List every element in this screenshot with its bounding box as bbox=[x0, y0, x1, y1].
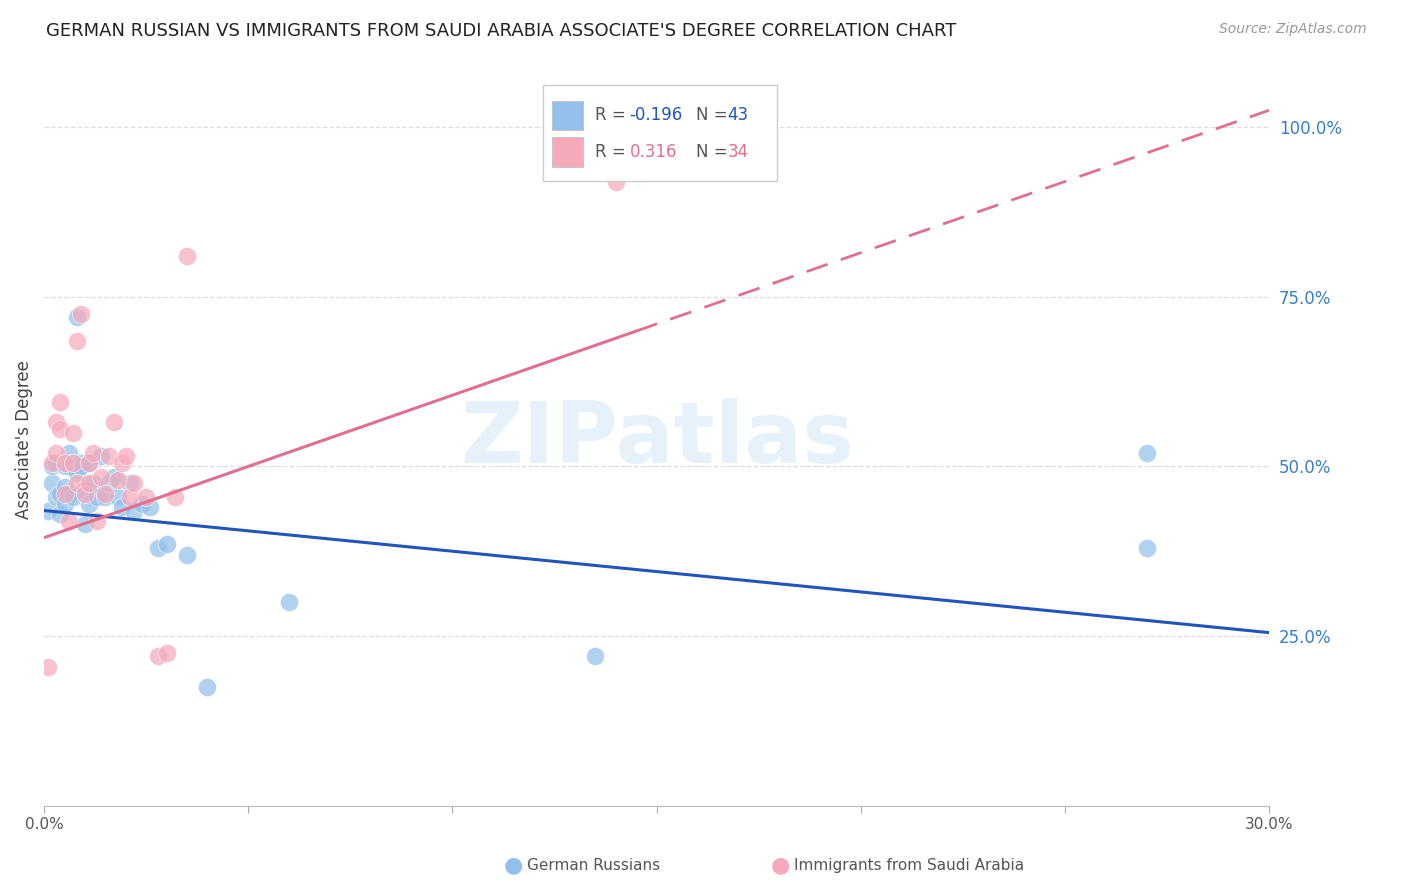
Point bbox=[58, 446, 80, 460]
Point bbox=[122, 503, 145, 517]
Text: N =: N = bbox=[696, 106, 733, 125]
Text: GERMAN RUSSIAN VS IMMIGRANTS FROM SAUDI ARABIA ASSOCIATE'S DEGREE CORRELATION CH: GERMAN RUSSIAN VS IMMIGRANTS FROM SAUDI … bbox=[46, 22, 956, 40]
Point bbox=[148, 541, 170, 555]
Text: N =: N = bbox=[696, 143, 733, 161]
Point bbox=[118, 476, 141, 491]
Point bbox=[45, 415, 67, 429]
Point bbox=[155, 646, 177, 660]
Point bbox=[122, 476, 145, 491]
Point bbox=[73, 517, 96, 532]
Text: -0.196: -0.196 bbox=[630, 106, 683, 125]
Point bbox=[45, 456, 67, 470]
Point bbox=[107, 473, 129, 487]
Point bbox=[41, 459, 63, 474]
Point bbox=[37, 659, 59, 673]
Point bbox=[49, 486, 72, 500]
Point bbox=[66, 466, 89, 480]
Point bbox=[155, 537, 177, 551]
Point bbox=[118, 490, 141, 504]
Point bbox=[66, 476, 89, 491]
Point bbox=[73, 483, 96, 498]
Point bbox=[70, 307, 93, 321]
Text: German Russians: German Russians bbox=[527, 858, 661, 872]
Y-axis label: Associate's Degree: Associate's Degree bbox=[15, 359, 32, 519]
Point bbox=[82, 476, 104, 491]
Point bbox=[62, 425, 84, 440]
Point bbox=[98, 476, 121, 491]
Point bbox=[49, 422, 72, 436]
Point bbox=[1135, 446, 1157, 460]
Point bbox=[53, 486, 76, 500]
Point bbox=[86, 514, 108, 528]
Point bbox=[98, 449, 121, 463]
Point bbox=[58, 486, 80, 500]
Point bbox=[163, 490, 186, 504]
Point bbox=[111, 500, 134, 515]
Point bbox=[53, 480, 76, 494]
Point bbox=[45, 446, 67, 460]
Point bbox=[66, 310, 89, 325]
Point bbox=[94, 486, 117, 500]
Point bbox=[49, 507, 72, 521]
Bar bbox=[553, 101, 583, 130]
Point bbox=[62, 490, 84, 504]
Point bbox=[107, 490, 129, 504]
Point bbox=[176, 548, 198, 562]
Point bbox=[53, 459, 76, 474]
Text: R =: R = bbox=[595, 106, 631, 125]
Point bbox=[135, 490, 157, 504]
Point bbox=[77, 456, 100, 470]
Point bbox=[49, 395, 72, 409]
Text: Source: ZipAtlas.com: Source: ZipAtlas.com bbox=[1219, 22, 1367, 37]
Text: 34: 34 bbox=[728, 143, 749, 161]
Point bbox=[70, 459, 93, 474]
Text: Immigrants from Saudi Arabia: Immigrants from Saudi Arabia bbox=[794, 858, 1025, 872]
Point bbox=[131, 497, 153, 511]
Point bbox=[58, 459, 80, 474]
Point bbox=[1135, 541, 1157, 555]
Point bbox=[41, 476, 63, 491]
Point bbox=[94, 490, 117, 504]
Point bbox=[58, 514, 80, 528]
Point bbox=[148, 649, 170, 664]
Point bbox=[90, 469, 112, 483]
Point bbox=[77, 456, 100, 470]
Text: ●: ● bbox=[770, 855, 790, 875]
Point bbox=[70, 456, 93, 470]
Point bbox=[114, 449, 136, 463]
Text: R =: R = bbox=[595, 143, 631, 161]
Point bbox=[103, 469, 125, 483]
Text: ●: ● bbox=[503, 855, 523, 875]
Point bbox=[62, 456, 84, 470]
Point bbox=[37, 503, 59, 517]
Bar bbox=[553, 137, 583, 167]
Point bbox=[53, 456, 76, 470]
Text: 43: 43 bbox=[728, 106, 749, 125]
Point bbox=[139, 500, 162, 515]
Point bbox=[62, 456, 84, 470]
Point bbox=[605, 174, 627, 188]
Text: 0.316: 0.316 bbox=[630, 143, 678, 161]
Point bbox=[90, 449, 112, 463]
FancyBboxPatch shape bbox=[543, 86, 776, 181]
Point bbox=[583, 649, 606, 664]
Point bbox=[111, 456, 134, 470]
Text: ZIPatlas: ZIPatlas bbox=[460, 398, 853, 481]
Point bbox=[53, 497, 76, 511]
Point bbox=[77, 497, 100, 511]
Point bbox=[41, 456, 63, 470]
Point bbox=[278, 595, 301, 609]
Point bbox=[197, 680, 219, 694]
Point bbox=[82, 446, 104, 460]
Point bbox=[86, 490, 108, 504]
Point bbox=[103, 415, 125, 429]
Point bbox=[45, 490, 67, 504]
Point bbox=[77, 476, 100, 491]
Point bbox=[73, 486, 96, 500]
Point bbox=[66, 334, 89, 348]
Point bbox=[176, 249, 198, 263]
